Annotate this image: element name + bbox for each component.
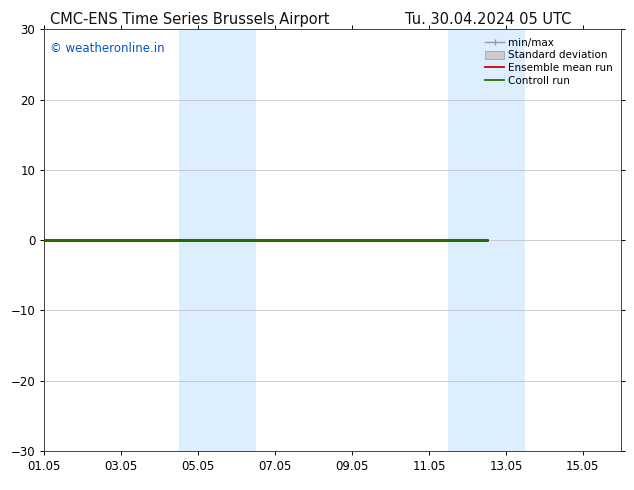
Bar	[487, 29, 525, 451]
Bar	[217, 29, 256, 451]
Bar	[179, 29, 217, 451]
Text: © weatheronline.in: © weatheronline.in	[50, 42, 165, 55]
Legend: min/max, Standard deviation, Ensemble mean run, Controll run: min/max, Standard deviation, Ensemble me…	[482, 35, 616, 89]
Text: CMC-ENS Time Series Brussels Airport: CMC-ENS Time Series Brussels Airport	[51, 12, 330, 27]
Bar	[448, 29, 487, 451]
Text: Tu. 30.04.2024 05 UTC: Tu. 30.04.2024 05 UTC	[405, 12, 571, 27]
